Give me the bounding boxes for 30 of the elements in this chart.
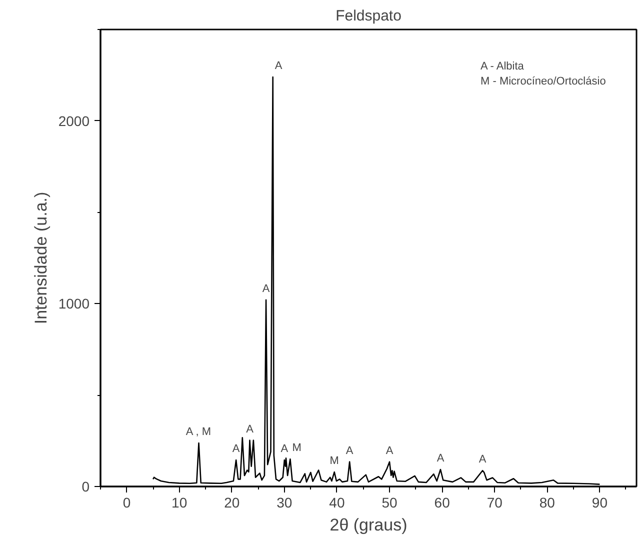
annotation: A xyxy=(274,60,283,72)
annotation: A xyxy=(280,442,289,455)
annotation: A xyxy=(262,282,270,295)
annotation: A xyxy=(478,454,487,466)
annotation: A - Albita xyxy=(480,60,525,72)
x-tick-label: 50 xyxy=(382,494,398,510)
y-tick-label: 1000 xyxy=(58,296,90,312)
annotation: A xyxy=(346,444,354,457)
annotation: A xyxy=(232,442,240,455)
x-tick-label: 10 xyxy=(172,494,188,510)
annotation: A , M xyxy=(186,426,211,438)
x-tick-label: 90 xyxy=(592,494,608,510)
annotation: M - Microcíneo/Ortoclásio xyxy=(480,76,606,88)
annotation: M xyxy=(330,455,339,468)
x-tick-label: 20 xyxy=(224,494,240,510)
annotation: M xyxy=(292,442,302,454)
x-tick-label: 40 xyxy=(329,494,345,510)
annotation: A xyxy=(246,423,254,436)
x-tick-label: 80 xyxy=(539,494,556,510)
y-axis-title: Intensidade (u.a.) xyxy=(31,192,50,324)
x-tick-label: 0 xyxy=(122,494,131,510)
x-tick-label: 60 xyxy=(434,494,450,510)
annotation: A xyxy=(386,444,394,457)
y-tick-label: 0 xyxy=(82,478,90,494)
x-tick-label: 70 xyxy=(486,494,503,510)
x-axis-title: 2θ (graus) xyxy=(330,516,408,534)
chart-title: Feldspato xyxy=(336,8,402,24)
x-tick-label: 30 xyxy=(276,494,292,510)
annotation: A xyxy=(436,452,445,464)
y-tick-label: 2000 xyxy=(58,112,90,129)
